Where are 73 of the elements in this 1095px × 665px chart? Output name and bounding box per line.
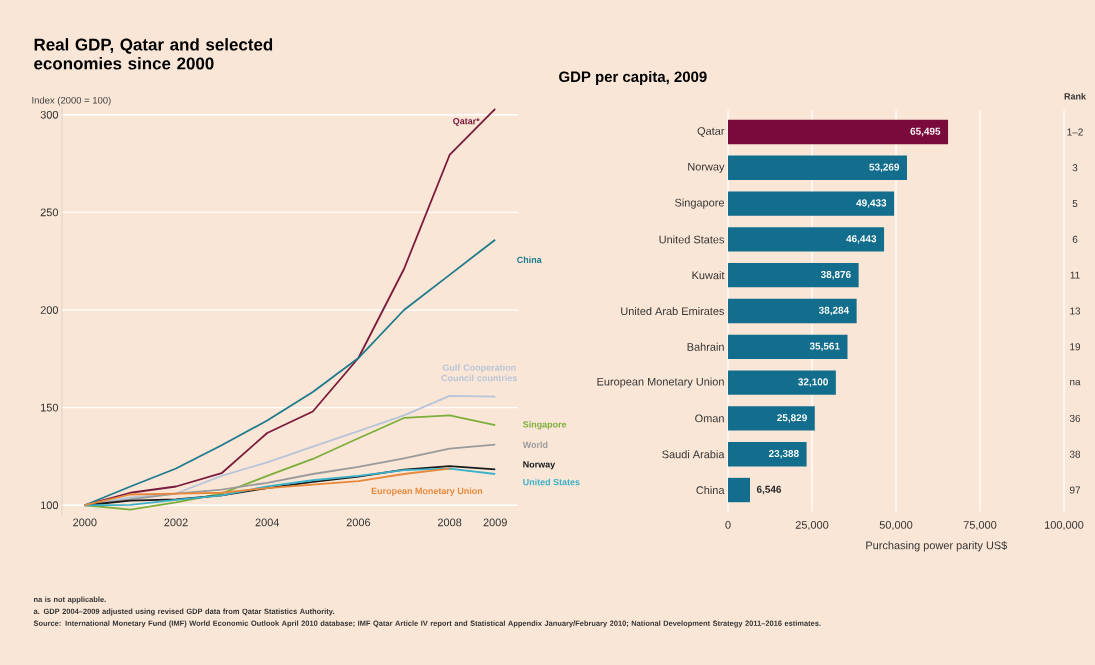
data-label: 23,388: [768, 449, 799, 459]
text: 19: [1070, 343, 1081, 351]
data-label: 49,433: [856, 199, 887, 208]
series-label: Gulf Cooperation Council countries: [441, 364, 517, 382]
data-label: 6,546: [756, 485, 782, 495]
x-tick-label: 2006: [346, 518, 371, 527]
text: 6: [1072, 235, 1078, 243]
text: 3: [1072, 164, 1078, 172]
text: 5: [1072, 200, 1078, 208]
bar: [728, 442, 807, 467]
y-tick-label: Qatar: [697, 127, 725, 137]
text: 13: [1070, 307, 1081, 315]
bar: [728, 227, 885, 252]
data-label: 25,829: [777, 414, 807, 423]
y-tick-label: China: [696, 486, 725, 495]
data-label: 32,100: [798, 378, 828, 387]
series-label: Qatar*: [453, 117, 480, 126]
x-tick-label: 2002: [164, 518, 188, 527]
x-tick-label: 50,000: [879, 521, 913, 531]
text: 1–2: [1067, 128, 1083, 136]
text: World: [522, 441, 548, 449]
bar: [728, 191, 895, 216]
y-tick-label: European Monetary Union: [597, 377, 724, 388]
bar: [728, 263, 859, 288]
x-tick-label: 2004: [255, 518, 280, 527]
chart-title: GDP per capita, 2009: [559, 71, 707, 85]
x-tick-label: 75,000: [963, 521, 997, 531]
x-tick-label: 0: [725, 521, 731, 529]
y-tick-label: United Arab Emirates: [621, 306, 725, 316]
text: 36: [1069, 414, 1081, 422]
y-tick-label: 150: [41, 403, 59, 412]
data-label: 65,495: [910, 127, 941, 137]
bar: [728, 334, 848, 359]
y-tick-label: 200: [40, 306, 59, 314]
x-tick-label: 2000: [73, 518, 97, 527]
bar: [728, 370, 836, 395]
x-tick-label: 2009: [483, 518, 507, 527]
series-label: European Monetary Union: [371, 487, 483, 496]
x-axis-title: Purchasing power parity US$: [866, 541, 1008, 552]
data-label: 38,876: [820, 270, 851, 280]
y-tick-label: 250: [40, 208, 59, 217]
y-tick-label: Oman: [695, 414, 724, 423]
data-label: 53,269: [869, 163, 900, 173]
y-tick-label: Norway: [688, 162, 725, 173]
bar: [728, 406, 815, 431]
chart-title: Real GDP, Qatar and selected economies since 2000: [34, 38, 273, 70]
bar: [728, 298, 857, 324]
text: 97: [1069, 486, 1081, 494]
y-axis-title: Index (2000 = 100): [32, 96, 111, 106]
data-label: 46,443: [846, 235, 877, 244]
y-tick-label: Kuwait: [692, 271, 725, 280]
bar: [728, 155, 907, 180]
text: Rank: [1064, 92, 1086, 100]
data-label: 38,284: [818, 306, 850, 316]
y-tick-label: United States: [659, 235, 725, 244]
x-tick-label: 25,000: [795, 521, 829, 531]
bar: [728, 477, 750, 503]
text: Norway: [523, 461, 556, 470]
text: 11: [1070, 271, 1080, 279]
text: 38: [1069, 450, 1081, 458]
y-tick-label: Singapore: [675, 198, 724, 209]
text: na: [1070, 379, 1081, 386]
data-label: 35,561: [809, 342, 840, 352]
y-tick-label: 100: [41, 501, 59, 510]
text: Singapore: [522, 420, 567, 430]
y-tick-label: Saudi Arabia: [662, 450, 725, 459]
text: United States: [523, 478, 580, 486]
x-tick-label: 100,000: [1045, 521, 1084, 531]
y-tick-label: Bahrain: [687, 342, 724, 351]
text: China: [517, 256, 542, 264]
y-tick-label: 300: [40, 110, 59, 119]
bar: [728, 119, 949, 145]
x-tick-label: 2008: [437, 518, 462, 527]
